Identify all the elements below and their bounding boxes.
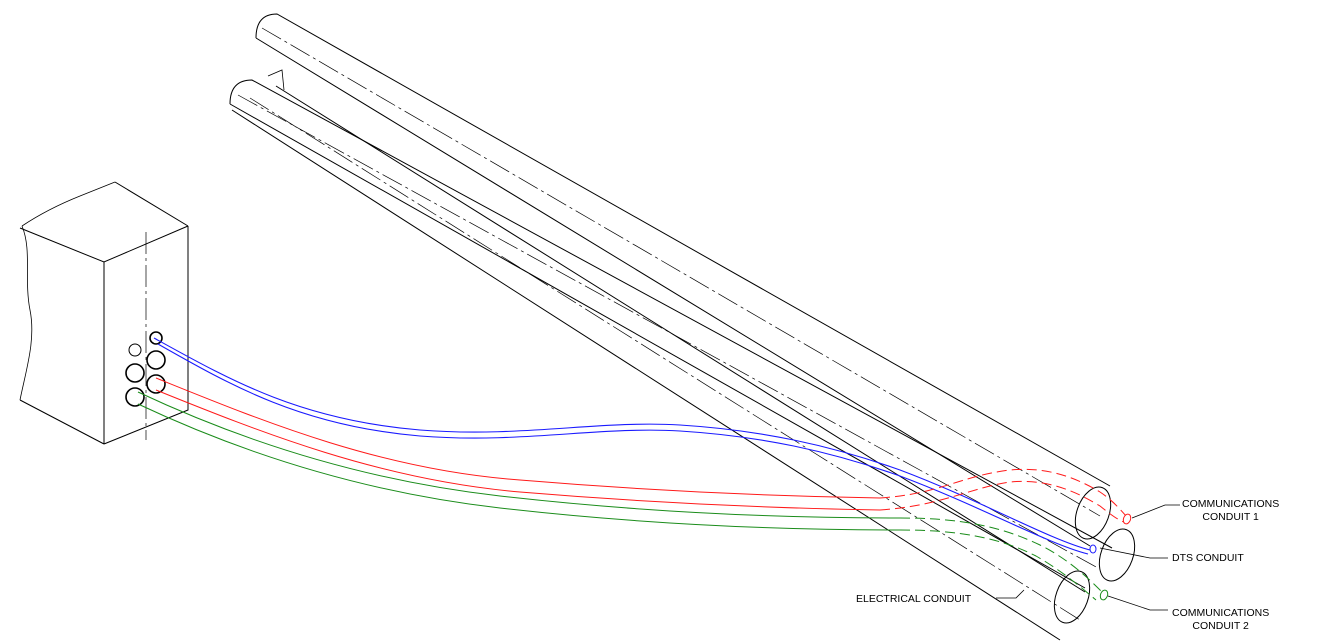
- comm-conduit-1-label-line2: CONDUIT 1: [1202, 511, 1259, 523]
- leader-lines: [996, 504, 1180, 611]
- dts-cable: [153, 337, 1097, 555]
- comm-conduit-1-label-line1: COMMUNICATIONS: [1182, 498, 1280, 510]
- dts-conduit-end: [1098, 528, 1136, 582]
- back-large-conduit: [255, 13, 1111, 547]
- comm-cable-2: [137, 391, 1109, 601]
- comm-port-2: [125, 387, 145, 407]
- electrical-conduit-label-text: ELECTRICAL CONDUIT: [856, 593, 972, 605]
- comm-conduit-2-label-line1: COMMUNICATIONS: [1172, 607, 1270, 619]
- electrical-conduit-end: [1053, 570, 1091, 624]
- dts-conduit-label: DTS CONDUIT: [1172, 552, 1244, 565]
- comm-cable-1: [155, 377, 1132, 525]
- comm-conduit-2-label: COMMUNICATIONS CONDUIT 2: [1172, 607, 1269, 633]
- wall-box: [19, 181, 189, 445]
- dts-conduit-label-text: DTS CONDUIT: [1172, 552, 1244, 564]
- front-large-conduit: [229, 79, 1113, 641]
- electrical-conduit-label: ELECTRICAL CONDUIT: [856, 593, 971, 606]
- port-ring: [146, 350, 166, 370]
- comm-conduit-1-label: COMMUNICATIONS CONDUIT 1: [1182, 498, 1279, 524]
- comm-conduit-2-label-line2: CONDUIT 2: [1192, 620, 1249, 632]
- dts-port: [149, 331, 163, 345]
- port-ring: [125, 363, 145, 383]
- comm-conduit-1-end: [1074, 486, 1112, 540]
- unused-hole: [128, 343, 142, 357]
